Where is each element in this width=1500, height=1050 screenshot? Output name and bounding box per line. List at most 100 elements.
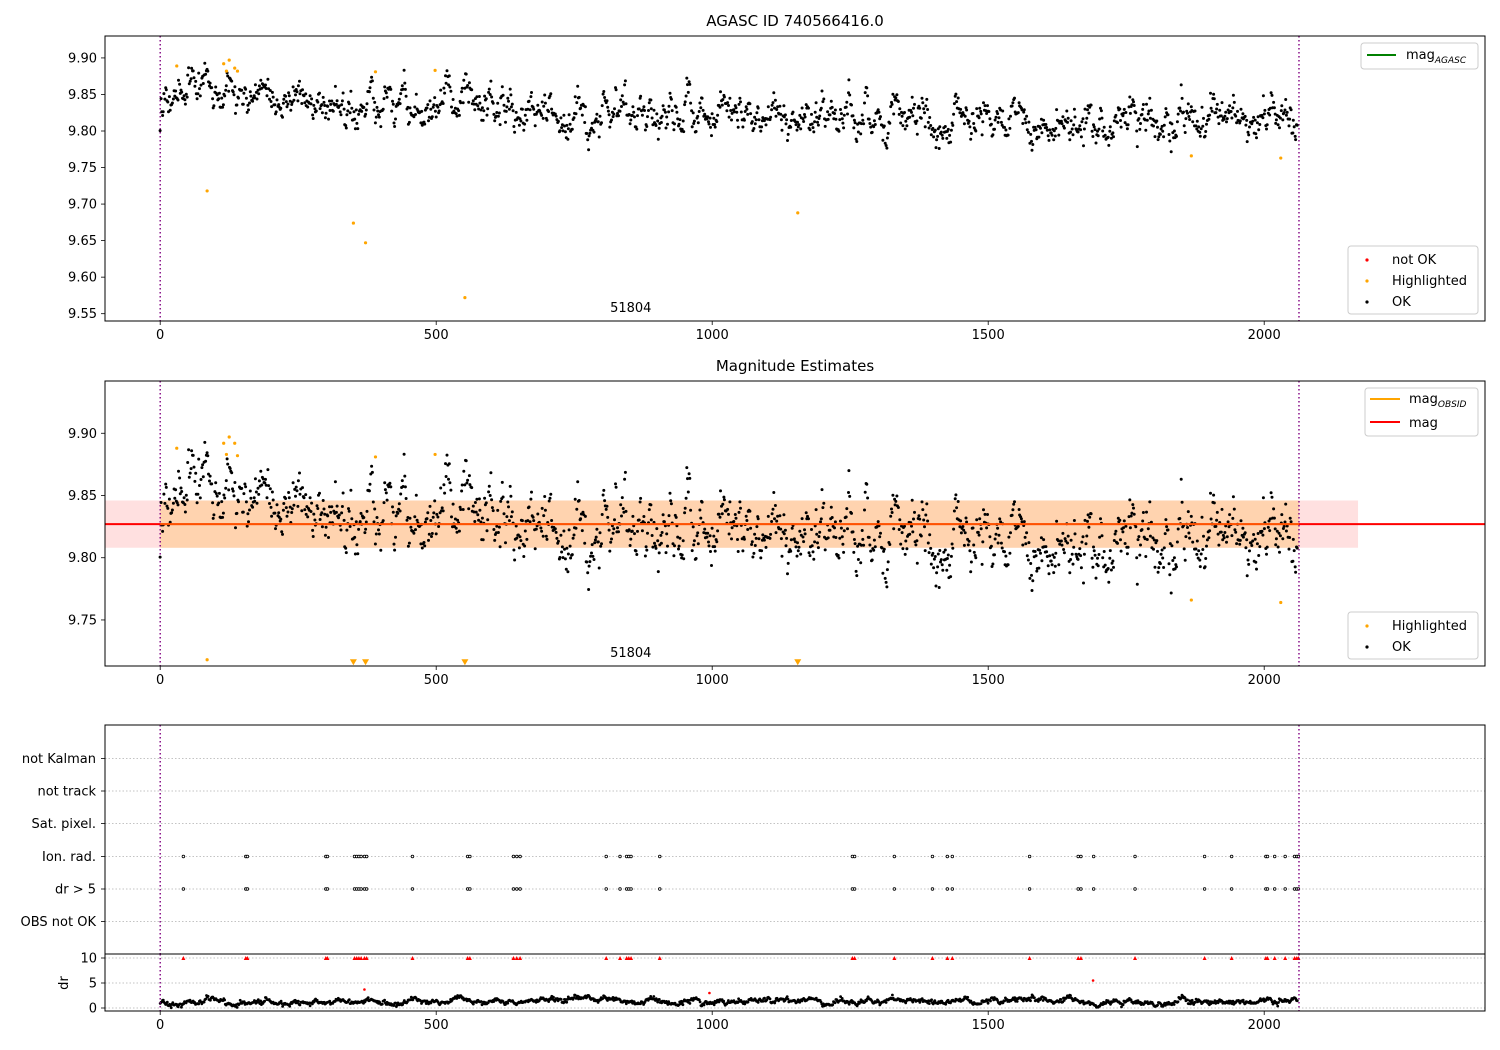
ok-point: [1107, 580, 1111, 584]
ok-point: [840, 535, 844, 539]
ok-point: [180, 490, 184, 493]
dr-point: [786, 997, 790, 1001]
ok-point: [1248, 549, 1251, 553]
ok-point: [1083, 518, 1087, 522]
ok-point: [340, 99, 344, 103]
ok-point: [447, 462, 451, 466]
ok-point: [624, 509, 628, 513]
ok-point: [839, 526, 843, 530]
ok-point: [1029, 132, 1033, 136]
ok-point: [540, 113, 544, 117]
ok-point: [512, 548, 516, 552]
ok-point: [1132, 506, 1135, 510]
ok-point: [1209, 106, 1213, 110]
ok-point: [655, 112, 659, 116]
ok-point: [1076, 557, 1080, 561]
ok-point: [391, 102, 395, 106]
ok-point: [654, 124, 658, 127]
ok-point: [161, 114, 165, 117]
ok-point: [913, 102, 916, 106]
ok-point: [353, 552, 357, 556]
ok-point: [1146, 527, 1150, 531]
ok-point: [167, 95, 171, 99]
ok-point: [949, 140, 953, 144]
flag-marker: [892, 887, 897, 891]
x-tick-label: 500: [424, 1018, 449, 1033]
ok-point: [962, 543, 966, 547]
flag-marker: [658, 854, 662, 859]
ok-point: [685, 466, 689, 470]
ok-point: [1141, 107, 1145, 111]
ok-point: [221, 511, 225, 515]
ok-point: [287, 94, 291, 98]
ok-point: [235, 511, 239, 515]
ok-point: [1186, 510, 1190, 514]
ok-point: [915, 539, 919, 543]
ok-point: [470, 486, 474, 490]
ok-point: [865, 86, 869, 90]
ok-point: [1003, 550, 1006, 554]
ok-point: [1061, 531, 1065, 535]
ok-point: [393, 548, 397, 552]
ok-point: [183, 102, 187, 106]
ok-point: [429, 519, 433, 522]
ok-point: [347, 509, 351, 513]
highlighted-point: [433, 452, 437, 457]
ok-point: [502, 512, 506, 516]
dr-point: [761, 999, 765, 1003]
ok-point: [532, 107, 536, 111]
dr-point: [958, 997, 962, 1001]
ok-point: [517, 123, 521, 127]
ok-point: [611, 531, 615, 535]
ok-point: [1045, 128, 1049, 132]
ok-point: [633, 532, 636, 536]
ok-point: [1040, 131, 1044, 135]
ok-point: [194, 79, 198, 83]
ok-point: [672, 554, 676, 558]
ok-point: [623, 470, 627, 474]
ok-point: [1013, 500, 1016, 504]
ok-point: [187, 82, 191, 86]
ok-point: [881, 138, 885, 142]
ok-point: [292, 503, 296, 507]
ok-point: [171, 97, 175, 101]
ok-point: [896, 100, 900, 103]
ok-point: [345, 113, 349, 117]
ok-point: [839, 108, 842, 111]
dr-point: [547, 1000, 551, 1003]
ok-point: [1162, 135, 1166, 139]
ok-point: [937, 586, 941, 589]
ok-point: [334, 102, 338, 106]
ok-point: [583, 541, 587, 545]
ok-point: [575, 101, 579, 105]
ok-point: [255, 501, 259, 505]
y-tick-label: 9.90: [68, 51, 97, 66]
flag-marker: [852, 854, 857, 859]
flag-category-label: Sat. pixel.: [32, 817, 96, 832]
dr-point: [702, 1003, 706, 1007]
ok-point: [1274, 118, 1278, 122]
ok-point: [639, 94, 643, 98]
ok-point: [1234, 114, 1238, 118]
flag-marker: [1283, 887, 1287, 891]
ok-point: [352, 110, 356, 114]
ok-point: [707, 122, 711, 126]
ok-point: [402, 68, 406, 72]
ok-point: [780, 554, 784, 558]
ok-point: [481, 118, 485, 122]
ok-point: [1205, 538, 1209, 542]
ok-point: [536, 103, 540, 107]
ok-point: [454, 112, 458, 116]
ok-point: [1199, 552, 1203, 556]
ok-point: [822, 97, 826, 101]
dr-clipped-marker: [892, 956, 897, 960]
ok-point: [828, 528, 832, 532]
ok-point: [1083, 107, 1087, 111]
ok-point: [379, 125, 383, 129]
ok-point: [602, 90, 606, 93]
ok-point: [1037, 135, 1041, 139]
ok-point: [439, 88, 443, 92]
ok-point: [665, 532, 669, 536]
